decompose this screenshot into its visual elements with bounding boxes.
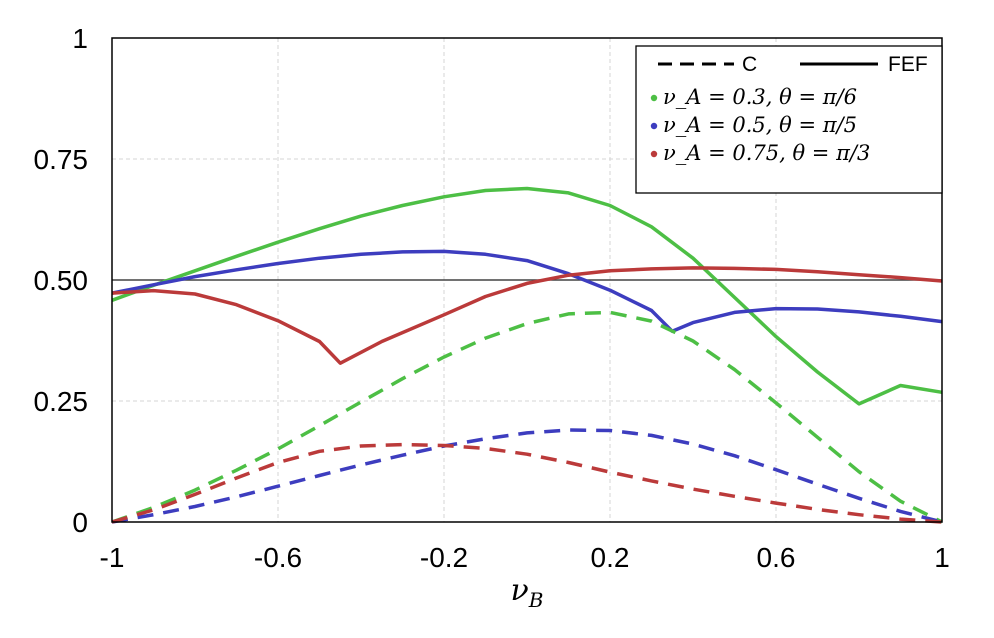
legend-entry-label: ν_A = 0.3, θ = π/6: [663, 85, 857, 109]
tick-labels: -1 -0.6 -0.2 0.2 0.6 1 0 0.25 0.50 0.75 1: [34, 23, 950, 573]
legend-marker: [650, 150, 658, 158]
y-tick-label: 0.25: [34, 386, 89, 417]
x-tick-label: 1: [934, 542, 950, 573]
x-tick-label: -1: [100, 542, 125, 573]
x-axis-label-main: ν: [511, 573, 529, 608]
series-line-dashed-3: [111, 310, 943, 524]
legend-style-label: C: [742, 53, 757, 76]
legend-box: [635, 45, 943, 194]
y-tick-label: 0.50: [34, 265, 89, 296]
x-tick-label: -0.2: [420, 542, 468, 573]
legend: C FEF ν_A = 0.3, θ = π/6 ν_A = 0.5, θ = π/5…: [635, 45, 943, 194]
series-line-solid-1: [111, 249, 943, 334]
x-tick-label: 0.6: [757, 542, 796, 573]
legend-style-label: FEF: [888, 53, 928, 76]
series-line-solid-0: [111, 186, 943, 406]
series-line-dashed-5: [111, 442, 943, 524]
x-tick-label: 0.2: [591, 542, 630, 573]
legend-entry-label: ν_A = 0.5, θ = π/5: [663, 113, 857, 137]
series-layer: [111, 186, 943, 524]
x-axis-label-subscript: B: [528, 588, 544, 612]
legend-marker: [650, 122, 658, 130]
series-line-solid-2: [111, 266, 943, 365]
y-tick-label: 0: [72, 507, 88, 538]
x-axis-label: νB: [511, 573, 544, 612]
legend-entry-label: ν_A = 0.75, θ = π/3: [663, 141, 870, 165]
plot-frame: [111, 37, 943, 523]
y-tick-label: 0.75: [34, 144, 89, 175]
x-tick-label: -0.6: [254, 542, 302, 573]
y-tick-label: 1: [72, 23, 88, 54]
legend-marker: [650, 94, 658, 102]
series-line-dashed-4: [111, 428, 943, 524]
